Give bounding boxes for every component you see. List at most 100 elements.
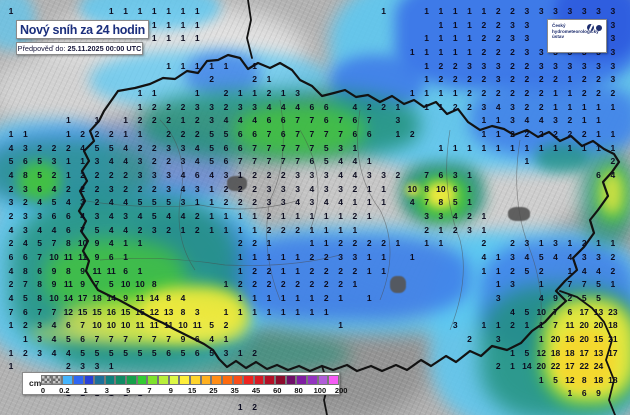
snow-value: 1 <box>567 388 573 399</box>
snow-value: 2 <box>452 60 458 71</box>
snow-value: 9 <box>80 278 86 289</box>
snow-value: 1 <box>123 115 128 126</box>
snow-value: 6 <box>22 156 28 166</box>
snow-value: 2 <box>252 74 257 85</box>
snow-value: 3 <box>37 333 43 344</box>
snow-value: 3 <box>37 319 43 330</box>
snow-value: 3 <box>51 156 57 166</box>
snow-value: 1 <box>22 128 28 139</box>
snow-value: 2 <box>510 74 515 85</box>
snow-value: 4 <box>108 156 114 166</box>
snow-value: 4 <box>65 347 71 358</box>
snow-value: 5 <box>452 196 458 207</box>
snow-value: 2 <box>323 265 329 276</box>
snow-value: 2 <box>51 142 57 153</box>
snow-value: 10 <box>106 319 117 330</box>
snow-value: 1 <box>467 169 472 180</box>
legend-tick-label: 3 <box>104 386 109 395</box>
snow-value: 1 <box>610 101 616 112</box>
snow-value: 3 <box>524 5 530 16</box>
snow-value: 3 <box>194 101 200 112</box>
snow-value: 3 <box>596 251 601 262</box>
snow-value: 7 <box>80 224 86 235</box>
snow-value: 3 <box>252 101 257 112</box>
snow-value: 2 <box>452 74 458 85</box>
snow-value: 1 <box>366 183 372 194</box>
legend-swatch <box>275 375 286 385</box>
snow-value: 1 <box>137 87 143 98</box>
snow-value: 1 <box>209 210 214 221</box>
snow-value: 3 <box>295 183 300 194</box>
snow-value: 1 <box>481 142 487 153</box>
snow-value: 3 <box>22 183 28 194</box>
snow-value: 2 <box>123 183 128 194</box>
snow-value: 3 <box>567 5 573 16</box>
snow-value: 6 <box>596 169 601 180</box>
snow-value: 2 <box>22 196 28 207</box>
precip-yellow <box>426 182 456 208</box>
snow-value: 1 <box>65 169 71 180</box>
snow-value: 1 <box>596 101 601 112</box>
snow-value: 1 <box>65 115 71 126</box>
snow-value: 3 <box>510 115 515 126</box>
snow-value: 4 <box>8 224 14 235</box>
legend-swatch <box>115 375 127 385</box>
snow-value: 2 <box>524 87 530 98</box>
snow-value: 2 <box>8 278 14 289</box>
snow-value: 2 <box>610 251 616 262</box>
legend-tick-label: 200 <box>334 386 348 395</box>
snow-value: 2 <box>80 128 86 139</box>
snow-value: 2 <box>524 60 530 71</box>
snow-value: 6 <box>237 128 243 139</box>
snow-value: 1 <box>424 87 429 98</box>
snow-value: 1 <box>553 87 558 98</box>
snow-value: 3 <box>553 115 558 126</box>
snow-value: 1 <box>280 210 286 221</box>
snow-value: 5 <box>209 319 214 330</box>
legend-unit-label: cm <box>29 378 42 388</box>
snow-value: 2 <box>567 292 573 303</box>
snow-value: 3 <box>80 196 86 207</box>
snow-value: 2 <box>108 128 114 139</box>
snow-value: 2 <box>467 101 472 112</box>
snow-value: 22 <box>579 360 589 371</box>
snow-value: 2 <box>481 46 487 57</box>
snow-value: 1 <box>467 46 472 57</box>
snow-value: 4 <box>596 265 601 276</box>
snow-value: 2 <box>266 224 272 235</box>
snow-value: 1 <box>309 210 315 221</box>
snow-value: 2 <box>510 319 515 330</box>
snow-value: 2 <box>237 183 243 194</box>
color-scale-legend: cm 0 0.2 1 3 5 7 9 15 25 35 45 60 80 100 200 <box>22 372 347 395</box>
snow-value: 1 <box>409 251 415 262</box>
snow-value: 2 <box>137 115 143 126</box>
snow-value: 1 <box>381 251 386 262</box>
snow-value: 5 <box>209 156 214 166</box>
snow-value: 3 <box>553 237 558 248</box>
snow-value: 8 <box>166 292 171 303</box>
snow-value: 1 <box>567 237 573 248</box>
legend-swatch <box>243 375 254 385</box>
snow-value: 1 <box>596 128 601 139</box>
legend-swatch <box>179 375 190 385</box>
snow-value: 2 <box>510 87 515 98</box>
snow-value: 4 <box>37 196 43 207</box>
snow-value: 7 <box>309 115 315 126</box>
snow-value: 1 <box>452 33 458 44</box>
snow-value: 2 <box>252 169 257 180</box>
snow-value: 1 <box>180 224 186 235</box>
snow-value: 1 <box>338 319 343 330</box>
snow-value: 7 <box>37 251 43 262</box>
snow-value: 3 <box>166 169 171 180</box>
snow-value: 7 <box>137 333 143 344</box>
snow-value: 4 <box>194 142 200 153</box>
snow-value: 3 <box>581 60 587 71</box>
chmi-logo-icon <box>587 24 602 31</box>
legend-swatch <box>51 375 63 385</box>
snow-value: 4 <box>295 101 300 112</box>
snow-value: 7 <box>338 128 343 139</box>
snow-value: 1 <box>366 292 372 303</box>
snow-value: 1 <box>495 319 501 330</box>
snow-value: 1 <box>467 19 472 30</box>
snow-value: 2 <box>366 237 372 248</box>
